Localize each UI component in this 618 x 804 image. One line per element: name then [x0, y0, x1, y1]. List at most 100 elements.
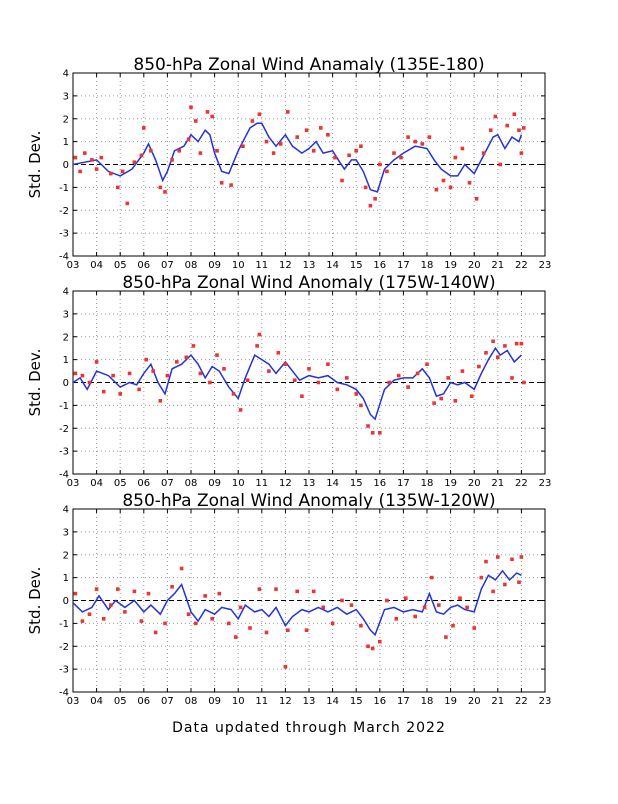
- data-point: [354, 392, 358, 396]
- x-tick-label: 03: [67, 260, 80, 271]
- data-point: [330, 621, 335, 626]
- data-point: [193, 621, 198, 626]
- data-point: [477, 364, 481, 369]
- data-point: [94, 587, 99, 591]
- data-point: [219, 181, 224, 185]
- data-point: [311, 589, 316, 594]
- data-point: [99, 155, 104, 160]
- data-point: [90, 158, 94, 162]
- data-point: [257, 332, 262, 337]
- data-point: [175, 360, 179, 364]
- data-point: [101, 389, 106, 394]
- chart-title: 850-hPa Zonal Wind Anomaly (175W-140W): [122, 273, 495, 293]
- x-tick-label: 21: [491, 478, 504, 489]
- x-tick-label: 11: [255, 696, 268, 707]
- data-point: [229, 183, 233, 187]
- data-point: [396, 373, 401, 378]
- x-tick-label: 10: [232, 478, 245, 489]
- y-tick-label: -2: [59, 424, 69, 435]
- x-tick-label: 06: [137, 260, 150, 271]
- x-tick-label: 03: [67, 696, 80, 707]
- data-point: [191, 344, 196, 348]
- x-tick-label: 17: [397, 696, 410, 707]
- data-point: [80, 373, 85, 378]
- x-tick-label: 20: [468, 260, 481, 271]
- data-point: [208, 380, 212, 385]
- x-tick-label: 23: [539, 260, 552, 271]
- y-tick-label: -2: [59, 206, 69, 217]
- y-tick-label: -3: [59, 665, 69, 676]
- data-point: [304, 128, 309, 132]
- data-point: [474, 197, 479, 201]
- data-point: [316, 380, 321, 385]
- data-point: [198, 151, 203, 155]
- data-point: [437, 603, 441, 607]
- data-point: [420, 142, 425, 146]
- data-point: [432, 401, 436, 405]
- data-point: [453, 155, 458, 160]
- chart-panel: 850-hPa Zonal Wind Anamaly (135E-180) Std…: [26, 55, 551, 271]
- y-tick-label: -4: [59, 688, 69, 699]
- x-tick-label: 20: [468, 696, 481, 707]
- x-tick-label: 22: [515, 260, 528, 271]
- data-point: [467, 181, 472, 185]
- x-tick-label: 03: [67, 478, 80, 489]
- data-point: [349, 603, 354, 607]
- data-point: [370, 646, 375, 651]
- data-point: [406, 385, 410, 389]
- y-tick-label: 0: [63, 378, 69, 389]
- x-tick-label: 06: [137, 478, 150, 489]
- data-point: [479, 575, 484, 580]
- data-point: [413, 614, 417, 619]
- data-point: [347, 153, 351, 158]
- x-tick-label: 21: [491, 260, 504, 271]
- data-point: [127, 371, 132, 376]
- data-point: [132, 589, 137, 594]
- data-point: [359, 144, 363, 148]
- y-tick-label: 1: [63, 355, 69, 366]
- data-point: [340, 598, 344, 603]
- x-tick-label: 18: [421, 478, 434, 489]
- x-tick-label: 17: [397, 260, 410, 271]
- data-point: [514, 341, 519, 346]
- data-point: [286, 628, 290, 632]
- data-point: [257, 112, 262, 116]
- data-point: [427, 135, 432, 139]
- x-tick-label: 20: [468, 478, 481, 489]
- y-tick-label: -3: [59, 447, 69, 458]
- data-point: [425, 362, 429, 366]
- x-tick-label: 06: [137, 696, 150, 707]
- data-point: [241, 144, 245, 148]
- data-point: [264, 139, 269, 144]
- x-tick-label: 22: [515, 696, 528, 707]
- data-point: [142, 126, 146, 130]
- data-point: [111, 373, 115, 378]
- data-point: [519, 555, 524, 559]
- chart-title: 850-hPa Zonal Wind Anamaly (135E-180): [133, 55, 484, 75]
- y-tick-label: 4: [63, 287, 69, 298]
- data-point: [488, 128, 493, 132]
- data-point: [387, 380, 391, 385]
- y-tick-label: -2: [59, 642, 69, 653]
- x-tick-label: 14: [326, 260, 339, 271]
- y-tick-label: 4: [63, 69, 69, 80]
- data-point: [295, 135, 299, 139]
- data-point: [319, 126, 323, 130]
- y-tick-label: 1: [63, 137, 69, 148]
- data-point: [163, 621, 167, 626]
- data-point: [491, 339, 495, 344]
- y-tick-label: -1: [59, 619, 69, 630]
- data-point: [283, 665, 288, 669]
- data-point: [215, 149, 219, 153]
- y-tick-label: 0: [63, 596, 69, 607]
- x-tick-label: 07: [161, 696, 174, 707]
- data-point: [503, 582, 507, 587]
- y-tick-label: 2: [63, 332, 69, 343]
- data-point: [132, 160, 137, 164]
- data-point: [234, 635, 238, 639]
- x-tick-label: 16: [373, 478, 386, 489]
- x-tick-label: 21: [491, 696, 504, 707]
- x-tick-label: 18: [421, 260, 434, 271]
- data-point: [451, 623, 455, 628]
- x-tick-label: 15: [350, 696, 363, 707]
